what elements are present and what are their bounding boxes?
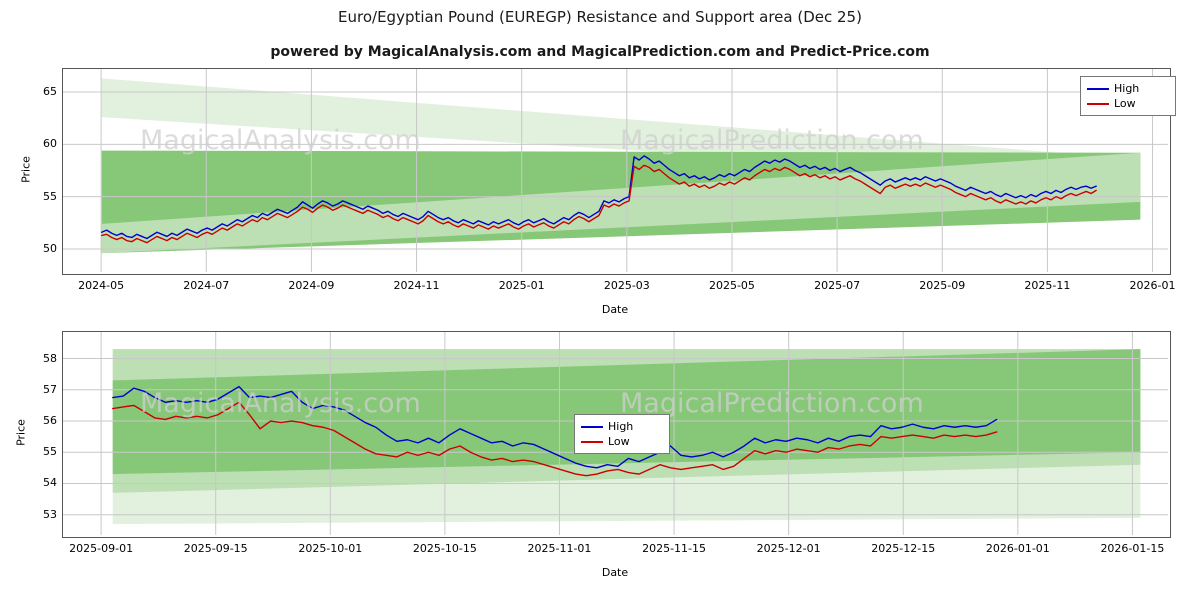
x-tick-label: 2025-01 — [498, 279, 545, 292]
series-line-low — [112, 401, 998, 477]
legend-line-low — [581, 440, 603, 443]
legend-label-low: Low — [608, 435, 630, 448]
legend-line-high — [581, 425, 603, 428]
x-tick-label: 2025-05 — [708, 279, 755, 292]
x-tick-label: 2024-11 — [393, 279, 440, 292]
chart-title: Euro/Egyptian Pound (EUREGP) Resistance … — [338, 8, 862, 26]
y-tick-label: 53 — [43, 507, 57, 521]
y-tick-label: 55 — [43, 189, 57, 203]
top-plot-area — [62, 68, 1171, 275]
x-tick-label: 2024-05 — [78, 279, 125, 292]
x-tick-label: 2026-01 — [1129, 279, 1176, 292]
x-tick-label: 2025-10-15 — [412, 542, 477, 555]
band-core-band — [112, 349, 1141, 475]
series-line-high — [112, 385, 998, 469]
x-tick-label: 2026-01-01 — [985, 542, 1050, 555]
legend-label-low: Low — [1114, 97, 1136, 110]
x-tick-label: 2025-09-15 — [183, 542, 248, 555]
y-tick-label: 55 — [43, 445, 57, 459]
y-tick-label: 65 — [43, 85, 57, 99]
legend-row-high: High — [1087, 81, 1169, 96]
x-tick-label: 2025-10-01 — [298, 542, 363, 555]
y-tick-label: 54 — [43, 476, 57, 490]
series-line-high — [100, 155, 1097, 240]
x-tick-label: 2024-07 — [183, 279, 230, 292]
x-tick-label: 2025-09-01 — [69, 542, 134, 555]
legend-line-high — [1087, 87, 1109, 90]
chart-subtitle: powered by MagicalAnalysis.com and Magic… — [270, 44, 930, 60]
legend-line-low — [1087, 102, 1109, 105]
y-tick-label: 50 — [43, 241, 57, 255]
x-tick-label: 2025-12-15 — [871, 542, 936, 555]
y-tick-label: 57 — [43, 382, 57, 396]
bottom-legend: High Low — [574, 414, 670, 454]
y-tick-label: 60 — [43, 137, 57, 151]
x-tick-label: 2025-11-15 — [642, 542, 707, 555]
band-rising-support — [101, 152, 1141, 254]
y-tick-label: 56 — [43, 414, 57, 427]
top-x-axis-label: Date — [601, 303, 629, 316]
x-tick-label: 2025-12-01 — [756, 542, 821, 555]
x-tick-label: 2025-11 — [1024, 279, 1071, 292]
top-plot-svg — [63, 69, 1168, 272]
x-tick-label: 2024-09 — [288, 279, 335, 292]
y-tick-label: 58 — [43, 351, 57, 365]
legend-row-low: Low — [1087, 96, 1169, 111]
x-tick-label: 2025-09 — [919, 279, 966, 292]
bottom-x-axis-label: Date — [601, 566, 629, 579]
x-tick-label: 2025-03 — [603, 279, 650, 292]
legend-row-low: Low — [581, 434, 663, 449]
x-tick-label: 2026-01-15 — [1100, 542, 1165, 555]
legend-row-high: High — [581, 419, 663, 434]
x-tick-label: 2025-07 — [814, 279, 861, 292]
legend-label-high: High — [1114, 82, 1140, 95]
x-tick-label: 2025-11-01 — [527, 542, 592, 555]
series-line-low — [100, 164, 1097, 244]
top-legend: High Low — [1080, 76, 1176, 116]
legend-label-high: High — [608, 420, 634, 433]
